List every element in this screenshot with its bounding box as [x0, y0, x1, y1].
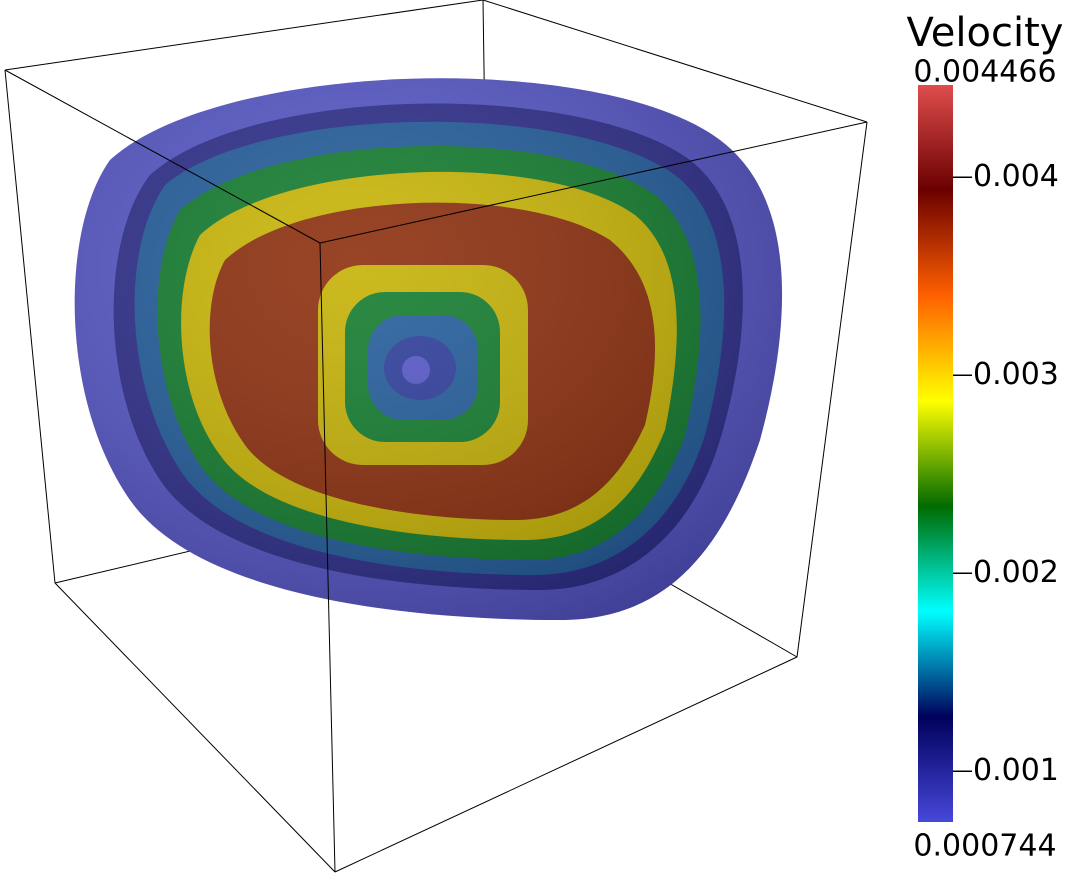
color-bar [918, 85, 953, 822]
tick-label: 0.004 [973, 159, 1059, 194]
isosurfaces [74, 78, 783, 621]
legend-max: 0.004466 [913, 55, 1056, 90]
tick-label: 0.001 [973, 753, 1059, 788]
color-legend: Velocity 0.004466 0.000744 0.001 0.002 0.0… [907, 10, 1064, 864]
tick-label: 0.003 [973, 357, 1059, 392]
bounding-box-front [4, 0, 868, 873]
legend-min: 0.000744 [913, 829, 1056, 864]
legend-title: Velocity [907, 10, 1064, 56]
tick-label: 0.002 [973, 555, 1059, 590]
